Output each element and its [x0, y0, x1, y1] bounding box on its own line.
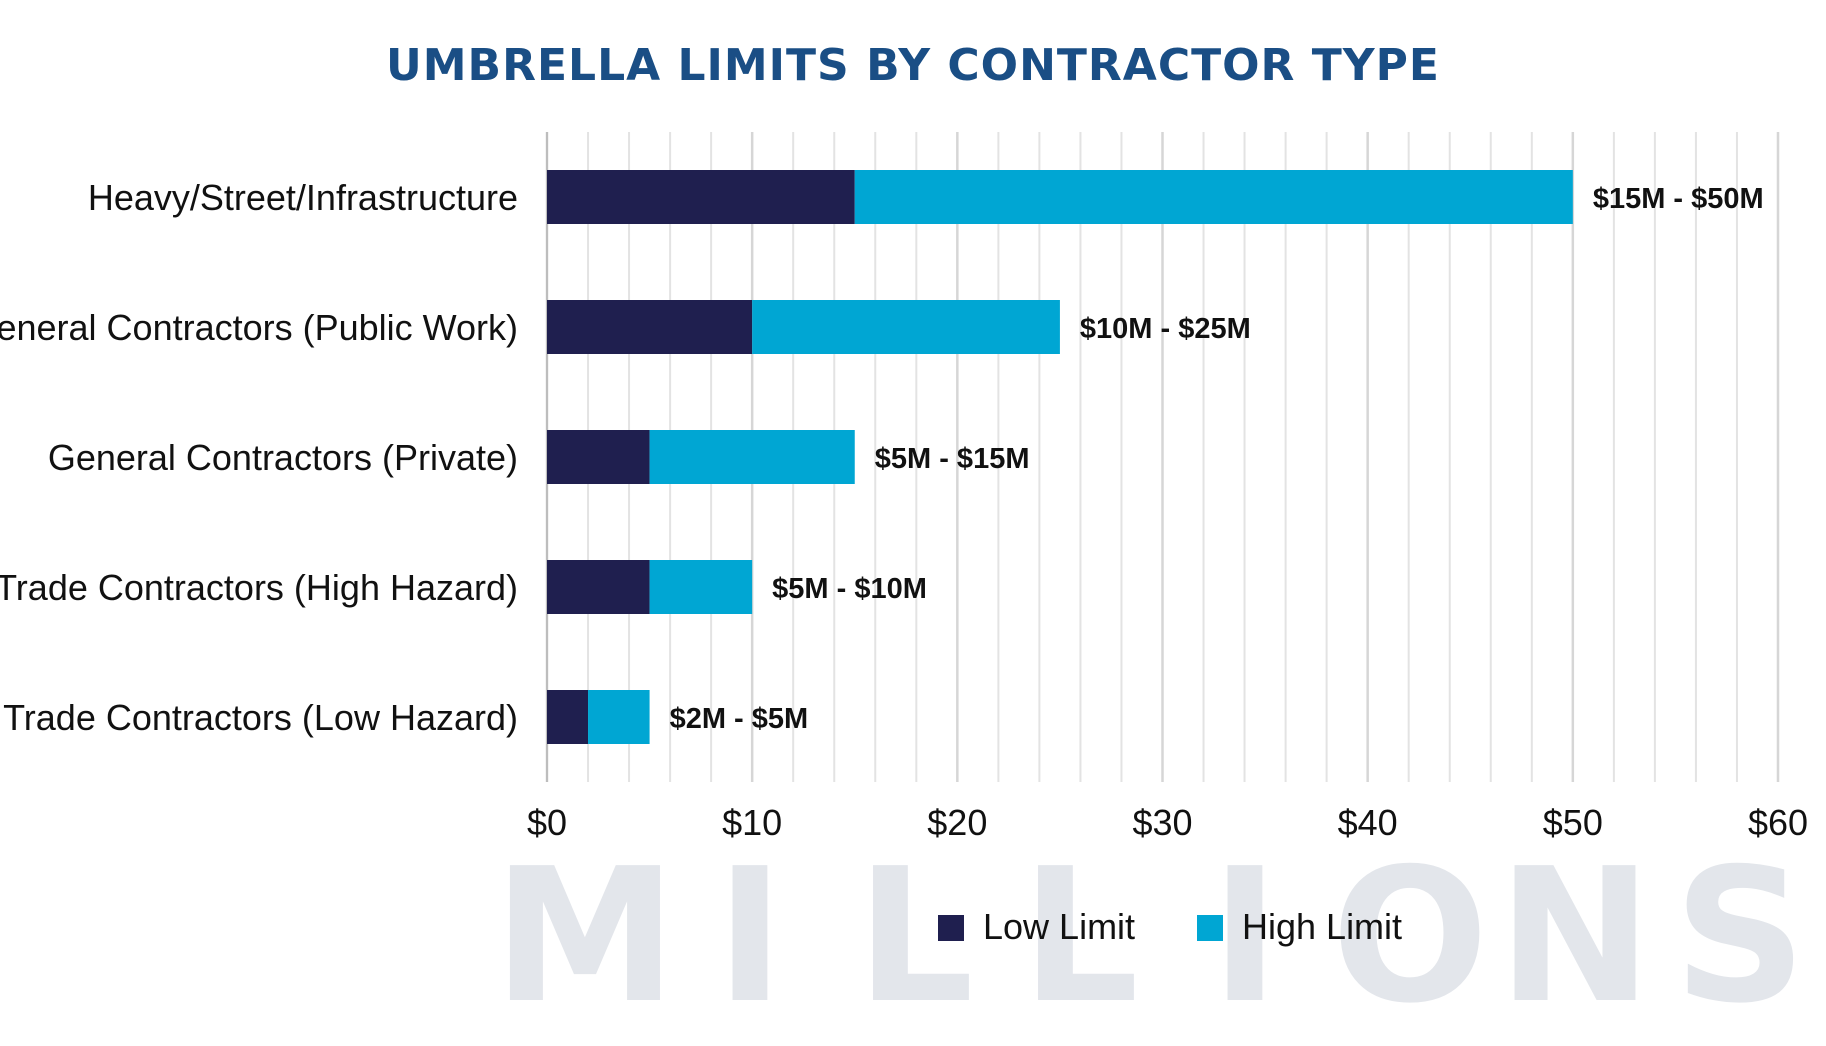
- watermark-letter: N: [1498, 828, 1653, 1044]
- data-label: $10M - $25M: [1080, 313, 1251, 345]
- watermark-millions: M I L L I ON S: [493, 828, 1807, 1044]
- legend-label-high-limit: High Limit: [1242, 906, 1402, 947]
- bar-low-limit: [547, 170, 855, 224]
- category-label: General Contractors (Private): [48, 437, 518, 478]
- bar-high-limit: [649, 560, 753, 614]
- x-tick-label: $30: [1132, 802, 1192, 843]
- legend-swatch-high-limit: [1197, 915, 1223, 941]
- watermark-letter: O: [1331, 828, 1488, 1044]
- watermark-letter: I: [716, 828, 785, 1044]
- bar-low-limit: [547, 560, 650, 614]
- x-tick-label: $40: [1338, 802, 1398, 843]
- bar-high-limit: [588, 690, 650, 744]
- x-tick-label: $0: [527, 802, 567, 843]
- x-tick-label: $20: [927, 802, 987, 843]
- bar-low-limit: [547, 300, 753, 354]
- bar-low-limit: [547, 430, 650, 484]
- data-label: $2M - $5M: [670, 703, 809, 735]
- data-label: $5M - $10M: [772, 573, 927, 605]
- legend-swatch-low-limit: [938, 915, 964, 941]
- data-label: $15M - $50M: [1593, 183, 1764, 215]
- watermark-letter: L: [1021, 828, 1139, 1044]
- bar-high-limit: [854, 170, 1573, 224]
- category-label: Trade Contractors (Low Hazard): [3, 697, 518, 738]
- bar-high-limit: [649, 430, 855, 484]
- bar-high-limit: [752, 300, 1060, 354]
- watermark-letter: S: [1673, 828, 1806, 1044]
- x-tick-label: $10: [722, 802, 782, 843]
- legend-label-low-limit: Low Limit: [983, 906, 1135, 947]
- category-label: Trade Contractors (High Hazard): [0, 567, 518, 608]
- chart-title: UMBRELLA LIMITS BY CONTRACTOR TYPE: [386, 40, 1440, 91]
- data-label: $5M - $15M: [875, 443, 1030, 475]
- watermark-letter: M: [493, 828, 677, 1044]
- category-label: General Contractors (Public Work): [0, 307, 518, 348]
- bar-low-limit: [547, 690, 589, 744]
- x-tick-label: $60: [1748, 802, 1808, 843]
- category-label: Heavy/Street/Infrastructure: [88, 177, 518, 218]
- x-tick-label: $50: [1543, 802, 1603, 843]
